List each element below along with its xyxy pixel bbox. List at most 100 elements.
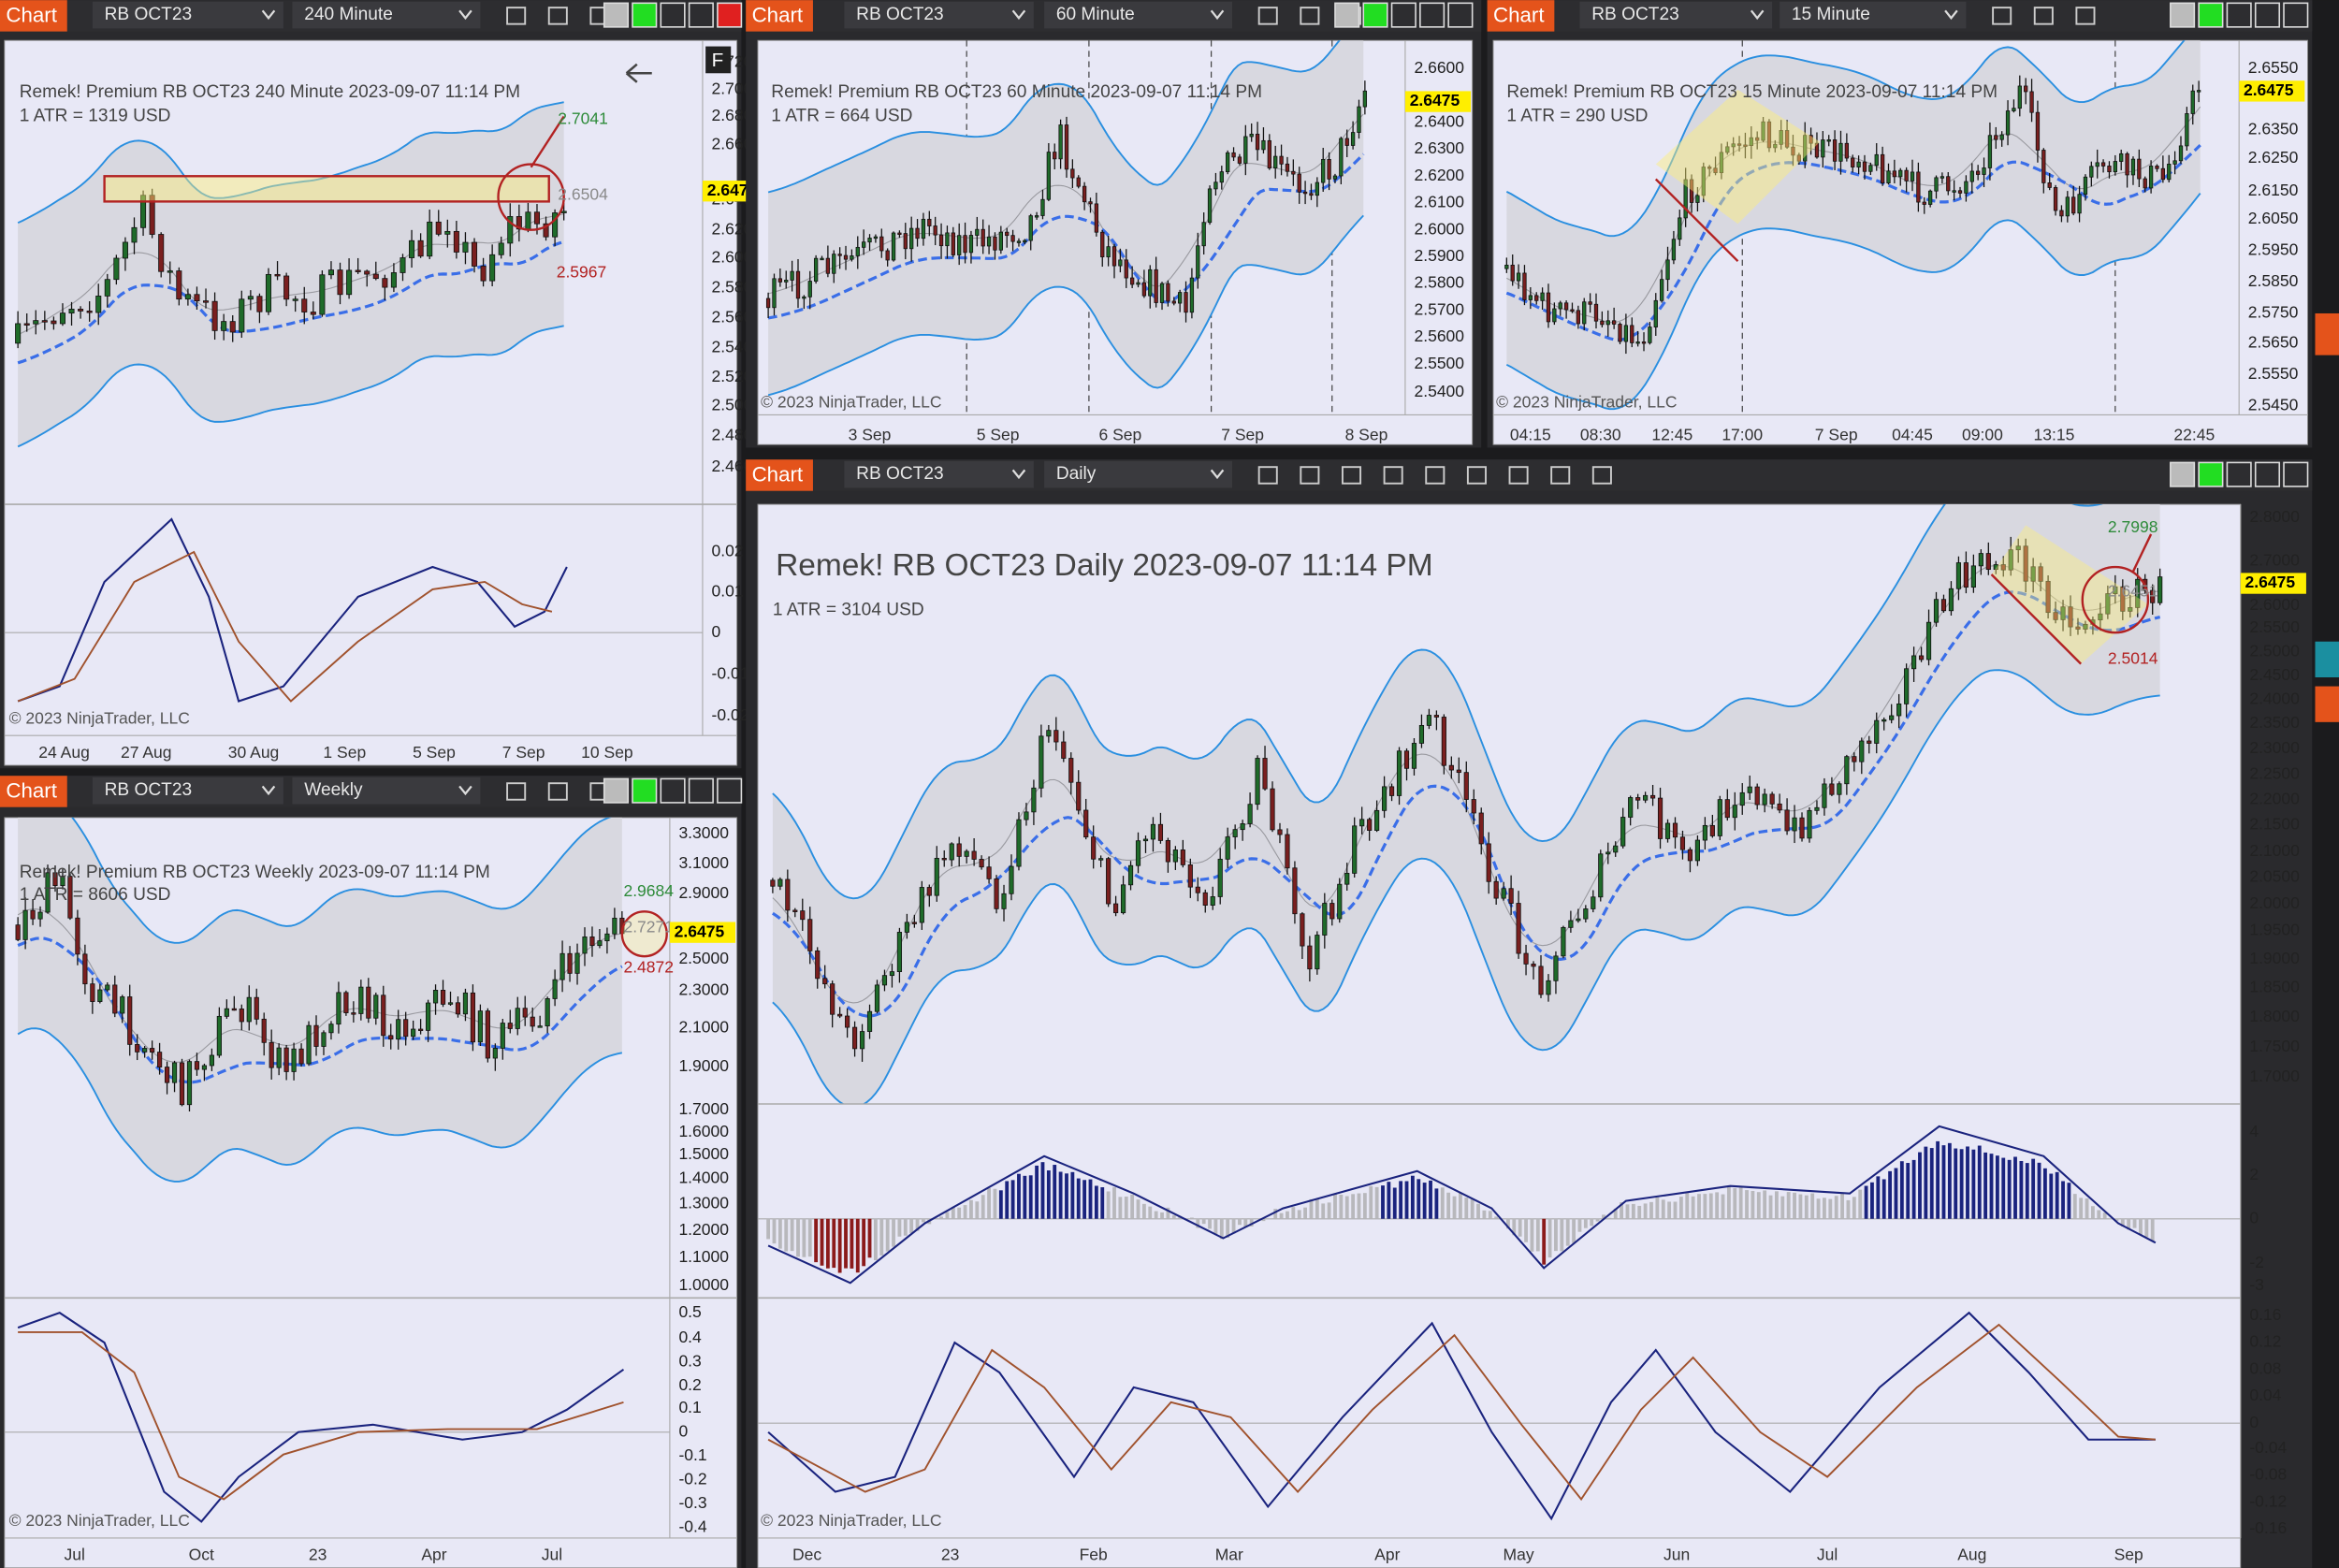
histogram-bar — [892, 1218, 895, 1247]
toolbar-icon[interactable] — [1425, 466, 1446, 485]
candle-body — [963, 235, 967, 254]
instrument-dropdown[interactable] — [1579, 1, 1773, 29]
timeframe-dropdown[interactable] — [1044, 460, 1232, 488]
toolbar-icon[interactable] — [1257, 7, 1278, 25]
toolbar-icon[interactable] — [2075, 7, 2096, 25]
toolbar-icon[interactable] — [1992, 7, 2012, 25]
window-button[interactable] — [1390, 2, 1416, 28]
histogram-bar — [867, 1218, 872, 1258]
candle-body — [2157, 576, 2163, 603]
histogram-bar — [1148, 1206, 1153, 1219]
price-axis-label: 2.6050 — [2248, 209, 2299, 227]
drawing-line — [1990, 573, 2083, 665]
date-axis-label: 10 Sep — [581, 743, 633, 762]
window-button[interactable] — [2170, 2, 2196, 28]
window-button[interactable] — [632, 777, 658, 804]
window-button[interactable] — [688, 2, 714, 28]
window-button[interactable] — [2254, 461, 2281, 487]
histogram-bar — [2114, 1218, 2119, 1221]
price-axis-label: 2.1500 — [2249, 814, 2300, 833]
instrument-dropdown[interactable] — [92, 777, 283, 805]
timeframe-dropdown[interactable] — [1780, 1, 1967, 29]
candle-body — [194, 294, 200, 301]
window-button[interactable] — [2254, 2, 2281, 28]
candle-body — [1664, 822, 1671, 839]
histogram-bar — [766, 1218, 771, 1240]
candle-body — [78, 309, 84, 312]
window-button[interactable] — [2283, 2, 2309, 28]
candle-body — [1076, 177, 1081, 187]
toolbar-icon[interactable] — [547, 7, 568, 25]
toolbar-icon[interactable] — [1508, 466, 1529, 485]
instrument-dropdown[interactable] — [844, 460, 1034, 488]
toolbar-icon[interactable] — [1466, 466, 1487, 485]
histogram-bar — [2067, 1183, 2071, 1219]
candle-body — [1999, 134, 2004, 140]
candle-body — [97, 989, 103, 1002]
window-button[interactable] — [1419, 2, 1446, 28]
toolbar-icon[interactable] — [1550, 466, 1571, 485]
candle-body — [515, 1008, 520, 1029]
toolbar-icon[interactable] — [506, 7, 527, 25]
window-button[interactable] — [2226, 461, 2252, 487]
candle-body — [795, 270, 801, 299]
timeframe-dropdown[interactable] — [292, 777, 481, 805]
histogram-bar — [1535, 1218, 1540, 1252]
window-button[interactable] — [660, 2, 686, 28]
indicator-axis-label: 0.12 — [2249, 1332, 2281, 1351]
toolbar-icon[interactable] — [1383, 466, 1403, 485]
candle-body — [1300, 913, 1305, 947]
window-button[interactable] — [688, 777, 714, 804]
toolbar-icon[interactable] — [1257, 466, 1278, 485]
chart-tab[interactable] — [0, 776, 67, 807]
price-axis-label: 2.5800 — [1414, 273, 1464, 292]
timeframe-dropdown[interactable] — [1044, 1, 1232, 29]
window-button[interactable] — [603, 2, 630, 28]
histogram-bar — [820, 1218, 824, 1266]
toolbar-icon[interactable] — [1300, 7, 1320, 25]
candle-body — [926, 887, 932, 896]
window-button[interactable] — [1447, 2, 1474, 28]
histogram-bar — [1160, 1212, 1164, 1219]
histogram-bar — [969, 1199, 973, 1219]
instrument-dropdown[interactable] — [844, 1, 1034, 29]
window-button[interactable] — [2170, 461, 2196, 487]
histogram-bar — [1458, 1192, 1462, 1219]
window-button[interactable] — [717, 777, 743, 804]
window-button[interactable] — [2198, 461, 2224, 487]
flag-box[interactable] — [705, 46, 732, 74]
candle-body — [1546, 980, 1551, 995]
price-marker: 2.7041 — [558, 109, 608, 127]
window-button[interactable] — [1334, 2, 1360, 28]
instrument-dropdown[interactable] — [92, 1, 283, 29]
window-button[interactable] — [632, 2, 658, 28]
window-button[interactable] — [2283, 461, 2309, 487]
histogram-bar — [2097, 1210, 2101, 1219]
chart-tab[interactable] — [746, 459, 813, 491]
toolbar-icon[interactable] — [547, 782, 568, 801]
candle-body — [1180, 849, 1185, 865]
candle-body — [904, 922, 909, 933]
window-button[interactable] — [1362, 2, 1388, 28]
chart-tab[interactable] — [0, 0, 67, 32]
chart-tab[interactable] — [746, 0, 813, 32]
date-axis-label: 7 Sep — [502, 743, 545, 762]
histogram-bar — [1017, 1173, 1021, 1219]
timeframe-dropdown[interactable] — [292, 1, 481, 29]
chart-tab[interactable] — [1487, 0, 1555, 32]
toolbar-icon[interactable] — [1341, 466, 1362, 485]
window-button[interactable] — [603, 777, 630, 804]
candle-body — [1713, 167, 1718, 174]
toolbar-icon[interactable] — [506, 782, 527, 801]
window-button[interactable] — [660, 777, 686, 804]
candle-body — [1933, 599, 1939, 623]
candle-body — [986, 866, 992, 879]
histogram-bar — [1565, 1218, 1570, 1246]
toolbar-icon[interactable] — [2033, 7, 2054, 25]
window-button[interactable] — [717, 2, 743, 28]
toolbar-icon[interactable] — [1300, 466, 1320, 485]
candle-body — [1605, 320, 1610, 326]
window-button[interactable] — [2226, 2, 2252, 28]
window-button[interactable] — [2198, 2, 2224, 28]
toolbar-icon[interactable] — [1591, 466, 1612, 485]
